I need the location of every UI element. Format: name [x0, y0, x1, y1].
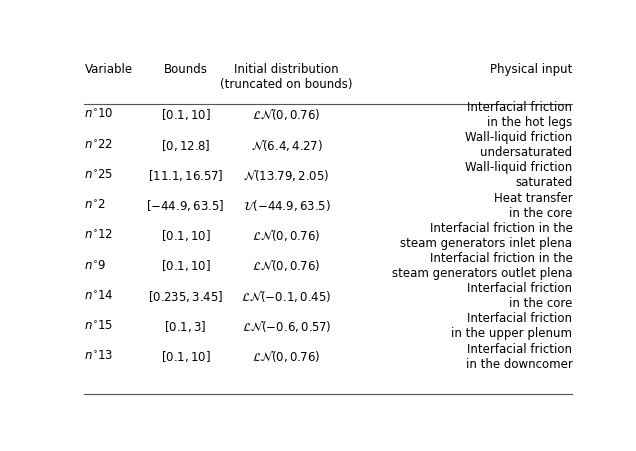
Text: Variable: Variable: [85, 63, 132, 76]
Text: $\mathcal{LN}(0, 0.76)$: $\mathcal{LN}(0, 0.76)$: [252, 349, 321, 364]
Text: $n^{\circ}14$: $n^{\circ}14$: [85, 290, 114, 303]
Text: $\mathcal{N}(6.4, 4.27)$: $\mathcal{N}(6.4, 4.27)$: [251, 138, 322, 152]
Text: Interfacial friction
in the core: Interfacial friction in the core: [467, 282, 572, 310]
Text: $\mathcal{LN}(0, 0.76)$: $\mathcal{LN}(0, 0.76)$: [252, 228, 321, 243]
Text: Interfacial friction
in the hot legs: Interfacial friction in the hot legs: [467, 101, 572, 129]
Text: $\mathcal{LN}(-0.1, 0.45)$: $\mathcal{LN}(-0.1, 0.45)$: [242, 289, 331, 304]
Text: $n^{\circ}22$: $n^{\circ}22$: [85, 138, 114, 152]
Text: $\mathcal{U}(-44.9, 63.5)$: $\mathcal{U}(-44.9, 63.5)$: [242, 198, 331, 213]
Text: $n^{\circ}2$: $n^{\circ}2$: [85, 199, 106, 212]
Text: $\mathcal{LN}(0, 0.76)$: $\mathcal{LN}(0, 0.76)$: [252, 258, 321, 273]
Text: Heat transfer
in the core: Heat transfer in the core: [494, 192, 572, 220]
Text: $\mathcal{LN}(-0.6, 0.57)$: $\mathcal{LN}(-0.6, 0.57)$: [242, 319, 331, 334]
Text: $n^{\circ}13$: $n^{\circ}13$: [85, 350, 114, 363]
Text: Interfacial friction in the
steam generators inlet plena: Interfacial friction in the steam genera…: [401, 222, 572, 250]
Text: $[11.1, 16.57]$: $[11.1, 16.57]$: [148, 168, 223, 183]
Text: $[0, 12.8]$: $[0, 12.8]$: [161, 138, 211, 152]
Text: $[0.1, 10]$: $[0.1, 10]$: [160, 107, 211, 122]
Text: Bounds: Bounds: [163, 63, 207, 76]
Text: Physical input: Physical input: [490, 63, 572, 76]
Text: $n^{\circ}9$: $n^{\circ}9$: [85, 259, 107, 272]
Text: $\mathcal{LN}(0, 0.76)$: $\mathcal{LN}(0, 0.76)$: [252, 107, 321, 122]
Text: $[0.1, 10]$: $[0.1, 10]$: [160, 258, 211, 273]
Text: $n^{\circ}15$: $n^{\circ}15$: [85, 320, 114, 333]
Text: $[0.1, 10]$: $[0.1, 10]$: [160, 349, 211, 364]
Text: $[0.235, 3.45]$: $[0.235, 3.45]$: [148, 289, 223, 304]
Text: Wall-liquid friction
undersaturated: Wall-liquid friction undersaturated: [465, 131, 572, 159]
Text: Interfacial friction
in the downcomer: Interfacial friction in the downcomer: [466, 343, 572, 371]
Text: Wall-liquid friction
saturated: Wall-liquid friction saturated: [465, 161, 572, 189]
Text: $[0.1, 10]$: $[0.1, 10]$: [160, 228, 211, 243]
Text: $n^{\circ}25$: $n^{\circ}25$: [85, 169, 114, 182]
Text: $n^{\circ}10$: $n^{\circ}10$: [85, 108, 114, 121]
Text: Interfacial friction
in the upper plenum: Interfacial friction in the upper plenum: [452, 313, 572, 341]
Text: $[0.1, 3]$: $[0.1, 3]$: [164, 319, 207, 334]
Text: Interfacial friction in the
steam generators outlet plena: Interfacial friction in the steam genera…: [392, 252, 572, 280]
Text: $\mathcal{N}(13.79, 2.05)$: $\mathcal{N}(13.79, 2.05)$: [244, 168, 329, 183]
Text: $n^{\circ}12$: $n^{\circ}12$: [85, 229, 114, 242]
Text: Initial distribution
(truncated on bounds): Initial distribution (truncated on bound…: [220, 63, 353, 91]
Text: $[-44.9, 63.5]$: $[-44.9, 63.5]$: [146, 198, 225, 213]
